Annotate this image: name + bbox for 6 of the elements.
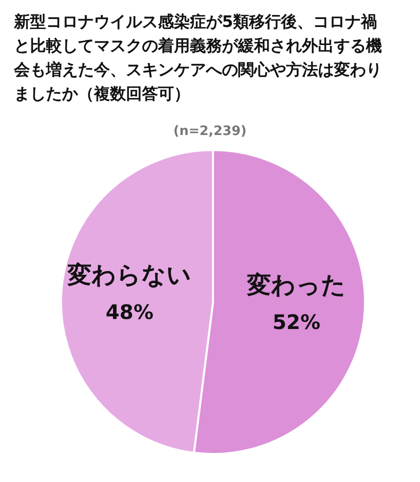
- data-label: 48%: [106, 300, 154, 324]
- data-label: 52%: [272, 310, 320, 334]
- slice-label: 変わった: [246, 271, 346, 300]
- chart-subtitle: (n=2,239): [172, 124, 248, 139]
- slice-label: 変わらない: [66, 260, 192, 289]
- chart-title: 新型コロナウイルス感染症が5類移行後、コロナ禍と比較してマスクの着用義務が緩和され外出する機会も増えた今、スキンケアへの関心や方法は変わりましたか（複数回答可）: [12, 11, 383, 105]
